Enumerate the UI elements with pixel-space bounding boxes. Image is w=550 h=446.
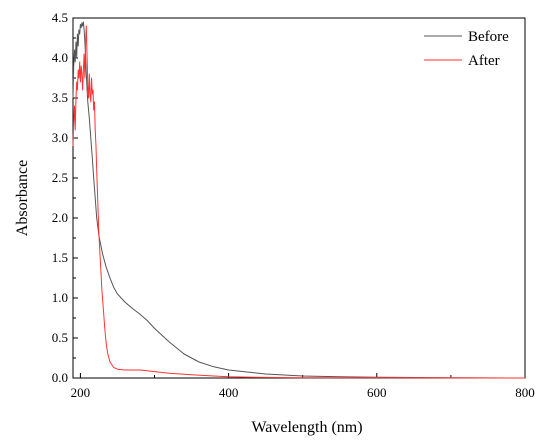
series-line-after [72, 25, 526, 379]
y-tick-label: 4.0 [52, 50, 68, 65]
y-tick-label: 1.0 [52, 290, 68, 305]
y-tick-label: 2.0 [52, 210, 68, 225]
x-tick-label: 400 [219, 385, 239, 400]
y-tick-label: 3.0 [52, 130, 68, 145]
x-tick-label: 600 [367, 385, 387, 400]
y-tick-label: 2.5 [52, 170, 68, 185]
y-tick-label: 0.5 [52, 330, 68, 345]
x-tick-label: 800 [515, 385, 535, 400]
x-axis-title: Wavelength (nm) [251, 419, 362, 436]
series-layer [72, 21, 526, 379]
plot-area: 0.0 0.5 1.0 1.5 2.0 2.5 3.0 3.5 4.0 4.5 200 400 600 8… [52, 10, 535, 400]
plot-frame [72, 17, 526, 379]
y-tick-label: 4.5 [52, 10, 68, 25]
y-tick-label: 3.5 [52, 90, 68, 105]
y-axis-title: Absorbance [14, 160, 31, 236]
y-tick-label: 0.0 [52, 370, 68, 385]
x-tick-label: 200 [71, 385, 91, 400]
y-tick-label: 1.5 [52, 250, 68, 265]
legend-label-after: After [468, 53, 500, 69]
series-line-before [72, 21, 526, 379]
legend: Before After [424, 29, 509, 69]
legend-label-before: Before [468, 29, 509, 45]
